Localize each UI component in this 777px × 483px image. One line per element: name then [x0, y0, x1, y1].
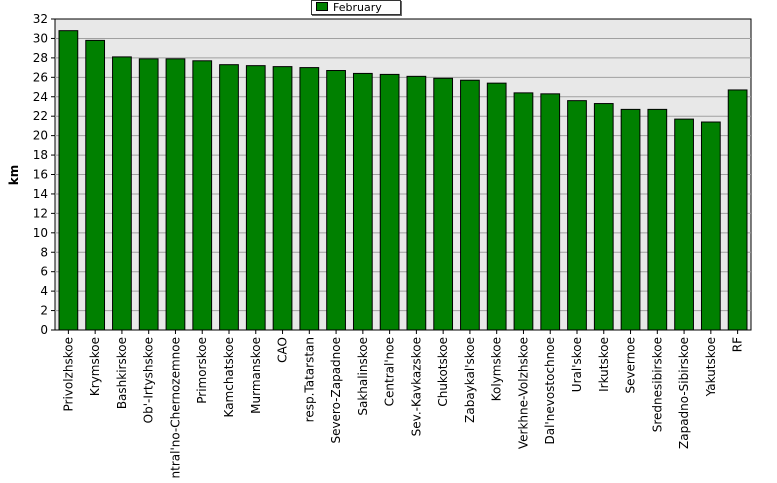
y-tick-label: 24	[33, 90, 48, 104]
y-tick-label: 6	[40, 265, 48, 279]
x-tick-label: Krymskoe	[88, 337, 102, 396]
bar	[326, 70, 346, 331]
bar	[352, 72, 373, 331]
x-tick-label: Zapadno-Sibirskoe	[677, 337, 691, 449]
x-tick-label: RF	[731, 337, 745, 352]
bar	[460, 79, 480, 331]
y-tick-label: 14	[33, 187, 48, 201]
x-tick-label: Verkhne-Volzhskoe	[516, 337, 530, 449]
bar	[674, 118, 694, 331]
bar	[245, 65, 266, 331]
y-tick-label: 28	[33, 51, 48, 65]
y-tick-label: 20	[33, 129, 48, 143]
x-tick-label: Privolzhskoe	[61, 337, 75, 411]
y-tick-label: 0	[40, 323, 48, 337]
y-tick-label: 16	[33, 168, 48, 182]
y-axis-label: km	[7, 165, 21, 185]
bar	[647, 108, 668, 331]
bar	[138, 58, 159, 331]
legend-swatch	[316, 2, 328, 11]
x-tick-label: Central'no-Chernozemnoe	[168, 337, 182, 479]
bar	[192, 60, 213, 331]
y-tick-label: 32	[33, 12, 48, 26]
y-tick-label: 2	[40, 304, 48, 318]
x-tick-label: Ob'-Irtyshskoe	[142, 337, 156, 423]
x-tick-label: Kamchatskoe	[222, 337, 236, 417]
x-tick-label: Ural'skoe	[570, 337, 584, 392]
bar	[727, 89, 748, 331]
x-tick-label: Bashkirskoe	[115, 337, 129, 409]
y-tick-label: 8	[40, 245, 48, 259]
x-tick-label: Zabaykal'skoe	[463, 337, 477, 423]
y-tick-label: 30	[33, 31, 48, 45]
bar	[165, 58, 186, 331]
bar	[58, 30, 79, 331]
x-tick-label: Chukotskoe	[436, 337, 450, 407]
y-tick-label: 4	[40, 284, 48, 298]
x-tick-label: Irkutskoe	[597, 337, 611, 392]
y-tick-label: 18	[33, 148, 48, 162]
x-tick-label: Srednesibirskoe	[650, 337, 664, 432]
legend-label: February	[333, 1, 382, 14]
y-tick-label: 12	[33, 206, 48, 220]
bar	[700, 121, 721, 331]
x-tick-label: Murmanskoe	[249, 337, 263, 414]
x-tick-label: Severo-Zapadnoe	[329, 337, 343, 444]
bar	[379, 73, 400, 331]
bar	[406, 75, 427, 331]
x-tick-label: Severnoe	[624, 337, 638, 394]
x-tick-label: Yakutskoe	[704, 337, 718, 397]
bar	[540, 93, 561, 331]
x-tick-label: Central'noe	[383, 337, 397, 406]
x-tick-label: Sev.-Kavkazskoe	[409, 337, 423, 436]
x-tick-label: Primorskoe	[195, 337, 209, 404]
bar	[486, 82, 507, 331]
bar	[299, 67, 320, 331]
bar	[272, 66, 293, 331]
x-tick-label: Sakhalinskoe	[356, 337, 370, 416]
bar	[567, 100, 587, 331]
legend: February	[311, 0, 401, 15]
bar	[85, 39, 106, 331]
x-tick-label: CAO	[276, 337, 290, 363]
bars	[58, 30, 748, 331]
x-tick-label: Dal'nevostochnoe	[543, 337, 557, 445]
x-tick-label: Kolymskoe	[490, 337, 504, 401]
y-tick-label: 26	[33, 70, 48, 84]
bar	[433, 77, 454, 331]
x-axis-ticks: Privolzhskoe Krymskoe Bashkirskoe Ob'-Irtys…	[61, 330, 745, 483]
bar	[593, 103, 614, 331]
bar	[112, 56, 132, 331]
bar	[219, 64, 239, 331]
y-tick-label: 10	[33, 226, 48, 240]
bar	[513, 92, 534, 331]
x-tick-label: resp.Tatarstan	[302, 337, 316, 422]
bar	[620, 108, 641, 331]
y-tick-label: 22	[33, 109, 48, 123]
